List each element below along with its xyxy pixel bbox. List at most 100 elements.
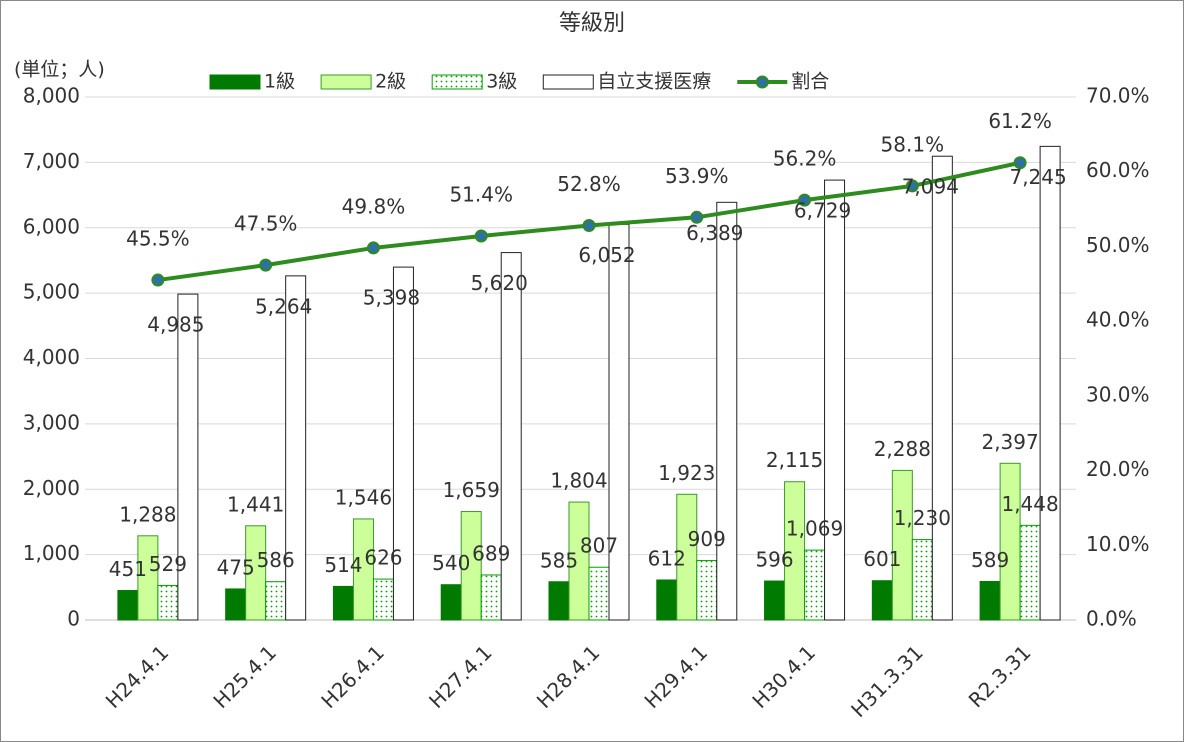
bar xyxy=(656,579,678,621)
legend-swatch xyxy=(755,75,769,89)
y2-tick-label: 70.0% xyxy=(1086,84,1150,108)
data-label: 2,397 xyxy=(981,430,1038,454)
y2-tick-label: 40.0% xyxy=(1086,308,1150,332)
bar xyxy=(332,585,354,621)
bar xyxy=(245,525,267,621)
y-tick-label: 8,000 xyxy=(23,84,80,108)
y2-tick-label: 0.0% xyxy=(1086,607,1137,631)
y-tick-label: 1,000 xyxy=(23,541,80,565)
bar xyxy=(824,179,846,621)
data-label: 52.8% xyxy=(557,172,621,196)
data-label: 1,069 xyxy=(786,517,843,541)
bar xyxy=(392,266,414,621)
data-label: 6,052 xyxy=(578,243,635,267)
legend-label: 割合 xyxy=(791,71,829,93)
bar xyxy=(285,275,307,621)
line-marker xyxy=(582,219,596,233)
legend-label: 1級 xyxy=(264,71,295,93)
data-label: 1,659 xyxy=(443,478,500,502)
y-tick-label: 0 xyxy=(67,607,80,631)
data-label: 7,094 xyxy=(902,175,959,199)
line-marker xyxy=(151,273,165,287)
bar xyxy=(548,581,570,621)
data-label: 626 xyxy=(364,546,402,570)
data-label: 601 xyxy=(863,547,901,571)
y2-tick-label: 10.0% xyxy=(1086,532,1150,556)
bar xyxy=(500,252,522,621)
bar xyxy=(871,580,893,621)
data-label: 7,245 xyxy=(1009,165,1066,189)
legend-label: 2級 xyxy=(375,71,406,93)
data-label: 58.1% xyxy=(881,132,945,156)
data-label: 1,804 xyxy=(550,469,607,493)
bar xyxy=(999,462,1021,621)
data-label: 45.5% xyxy=(126,227,190,251)
line-marker xyxy=(259,258,273,272)
bar xyxy=(440,584,462,621)
bar xyxy=(979,580,1001,621)
bar xyxy=(177,293,199,621)
bar xyxy=(696,560,718,621)
data-label: 807 xyxy=(580,534,618,558)
y2-tick-label: 20.0% xyxy=(1086,457,1150,481)
legend-swatch xyxy=(542,74,594,90)
bar xyxy=(608,223,630,621)
y-tick-label: 3,000 xyxy=(23,410,80,434)
data-label: 51.4% xyxy=(449,182,513,206)
data-label: 589 xyxy=(971,548,1009,572)
y-tick-label: 5,000 xyxy=(23,280,80,304)
y-tick-label: 6,000 xyxy=(23,214,80,238)
data-label: 689 xyxy=(472,541,510,565)
bar xyxy=(460,511,482,621)
data-label: 909 xyxy=(688,527,726,551)
data-label: 596 xyxy=(755,548,793,572)
bar xyxy=(568,501,590,621)
data-label: 586 xyxy=(257,548,295,572)
bar xyxy=(265,581,287,621)
data-label: 1,288 xyxy=(119,502,176,526)
data-label: 47.5% xyxy=(234,212,298,236)
bar xyxy=(352,518,374,621)
data-label: 1,448 xyxy=(1001,492,1058,516)
y-tick-label: 4,000 xyxy=(23,345,80,369)
data-label: 61.2% xyxy=(988,109,1052,133)
line-marker xyxy=(474,229,488,243)
data-label: 451 xyxy=(109,557,147,581)
data-label: 5,264 xyxy=(255,294,312,318)
bar xyxy=(764,580,786,621)
legend-label: 3級 xyxy=(486,71,517,93)
bar xyxy=(676,493,698,621)
data-label: 56.2% xyxy=(773,147,837,171)
data-label: 49.8% xyxy=(342,194,406,218)
data-label: 1,923 xyxy=(658,461,715,485)
bar xyxy=(137,535,159,621)
line-marker xyxy=(905,179,919,193)
y-tick-label: 2,000 xyxy=(23,476,80,500)
bar xyxy=(225,588,247,621)
data-label: 6,729 xyxy=(794,199,851,223)
data-label: 1,441 xyxy=(227,492,284,516)
data-label: 540 xyxy=(432,551,470,575)
y2-tick-label: 60.0% xyxy=(1086,158,1150,182)
bar xyxy=(1039,145,1061,621)
data-label: 2,288 xyxy=(874,437,931,461)
bar xyxy=(804,549,826,621)
bar xyxy=(480,574,502,621)
line-marker xyxy=(366,241,380,255)
y2-tick-label: 50.0% xyxy=(1086,233,1150,257)
bar xyxy=(1019,524,1041,621)
legend-label: 自立支援医療 xyxy=(597,71,711,93)
line-marker xyxy=(1013,156,1027,170)
data-label: 1,230 xyxy=(894,506,951,530)
data-label: 5,620 xyxy=(471,271,528,295)
legend-swatch xyxy=(209,74,261,90)
bar xyxy=(911,539,933,621)
data-label: 529 xyxy=(149,552,187,576)
bar xyxy=(931,155,953,621)
bar xyxy=(891,469,913,621)
line-marker xyxy=(690,210,704,224)
data-label: 5,398 xyxy=(363,286,420,310)
data-label: 585 xyxy=(540,548,578,572)
bar xyxy=(372,578,394,621)
y-axis-label: (単位；人) xyxy=(14,59,105,81)
